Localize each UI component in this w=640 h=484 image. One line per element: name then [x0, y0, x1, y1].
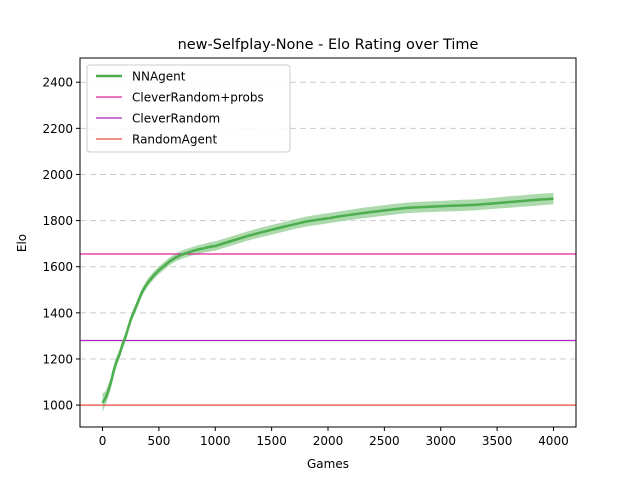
y-tick-label: 1800 — [42, 214, 73, 228]
legend-label: RandomAgent — [132, 133, 217, 147]
legend-label: CleverRandom — [132, 112, 220, 126]
x-tick-label: 2500 — [369, 434, 400, 448]
baseline-lines — [80, 253, 576, 406]
y-axis-ticks: 1000 1200 1400 1600 1800 2000 2200 2400 — [42, 76, 80, 413]
confidence-band-layer — [102, 192, 554, 412]
x-axis-ticks: 0 500 1000 1500 2000 2500 3000 3500 4000 — [99, 427, 569, 448]
y-tick-label: 1000 — [42, 399, 73, 413]
x-axis-label: Games — [307, 457, 349, 471]
nnagent-confidence-band — [102, 192, 554, 412]
legend-label: NNAgent — [132, 70, 186, 84]
x-tick-label: 4000 — [538, 434, 569, 448]
x-tick-label: 1000 — [200, 434, 231, 448]
x-tick-label: 2000 — [313, 434, 344, 448]
x-tick-label: 3500 — [482, 434, 513, 448]
y-tick-label: 1200 — [42, 352, 73, 366]
series-line-layer — [101, 197, 554, 404]
x-tick-label: 3000 — [425, 434, 456, 448]
x-tick-label: 500 — [147, 434, 170, 448]
nnagent-line — [101, 197, 554, 404]
y-tick-label: 2000 — [42, 168, 73, 182]
y-tick-label: 2200 — [42, 122, 73, 136]
y-tick-label: 1400 — [42, 306, 73, 320]
legend-label: CleverRandom+probs — [132, 91, 264, 105]
x-tick-label: 1500 — [256, 434, 287, 448]
legend: NNAgent CleverRandom+probs CleverRandom Ran… — [86, 64, 291, 153]
x-tick-label: 0 — [99, 434, 107, 448]
y-tick-label: 2400 — [42, 76, 73, 90]
legend-box — [86, 64, 291, 153]
y-tick-label: 1600 — [42, 260, 73, 274]
chart-title: new-Selfplay-None - Elo Rating over Time — [178, 37, 479, 53]
y-axis-label: Elo — [15, 234, 29, 252]
